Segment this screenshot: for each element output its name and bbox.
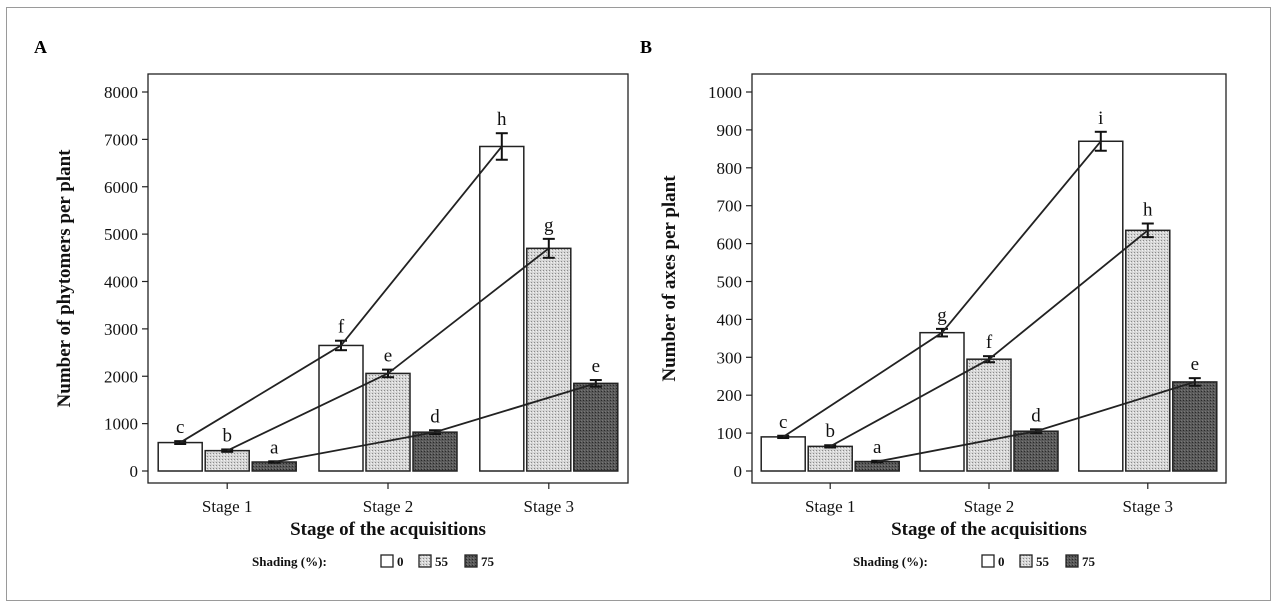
series-line: [179, 145, 503, 444]
chart-panel-b: B 0 100 200 300 400 500 600 700 800 900 1000 Stage 1…: [640, 37, 1227, 569]
legend-label: 0: [397, 554, 404, 569]
y-tick-label: 0: [734, 462, 743, 481]
bar: [760, 436, 806, 472]
legend-swatch: [981, 554, 995, 568]
chart-panel-a: A 0 1000 2000 3000 4000 5000 6000 7000 8000 Stage …: [34, 37, 629, 569]
y-axis-title: Number of phytomers per plant: [54, 149, 75, 408]
x-tick-label: Stage 2: [363, 497, 414, 516]
legend-label: 55: [1036, 554, 1050, 569]
bar: [807, 445, 853, 472]
y-tick-label: 800: [717, 159, 743, 178]
x-tick-label: Stage 3: [524, 497, 575, 516]
series-line: [829, 229, 1149, 448]
legend-swatch: [380, 554, 394, 568]
y-tick-label: 3000: [104, 320, 138, 339]
significance-letter: f: [338, 317, 345, 338]
panel-letter: B: [640, 37, 652, 57]
bar: [365, 372, 411, 472]
legend-label: 55: [435, 554, 449, 569]
x-tick-label: Stage 1: [805, 497, 856, 516]
panel-letter: A: [34, 37, 47, 57]
significance-letter: h: [497, 109, 507, 130]
y-tick-label: 600: [717, 235, 743, 254]
legend-title: Shading (%):: [252, 554, 327, 569]
series-line: [782, 140, 1102, 438]
y-tick-label: 6000: [104, 178, 138, 197]
bar: [526, 247, 572, 472]
significance-letter: c: [176, 417, 184, 438]
bar: [1013, 430, 1059, 472]
y-tick-label: 700: [717, 197, 743, 216]
bar: [204, 449, 250, 472]
y-tick-label: 0: [130, 462, 139, 481]
bar: [1125, 229, 1171, 472]
bar: [919, 331, 965, 472]
legend: Shading (%): 0 55 75: [853, 554, 1096, 569]
y-tick-label: 400: [717, 310, 743, 329]
significance-letter: f: [986, 332, 993, 353]
significance-letter: i: [1098, 108, 1103, 129]
legend: Shading (%): 0 55 75: [252, 554, 495, 569]
y-tick-label: 4000: [104, 273, 138, 292]
x-tick-label: Stage 2: [964, 497, 1015, 516]
bar: [157, 441, 203, 472]
legend-swatch: [464, 554, 478, 568]
series-line: [226, 247, 550, 452]
legend-swatch: [1019, 554, 1033, 568]
significance-letter: e: [1191, 354, 1199, 375]
bar: [573, 382, 619, 472]
bar: [1078, 140, 1124, 472]
significance-letter: g: [937, 305, 947, 326]
x-tick-label: Stage 1: [202, 497, 253, 516]
series-line: [877, 381, 1196, 463]
y-tick-label: 200: [717, 386, 743, 405]
y-tick-label: 1000: [104, 415, 138, 434]
significance-letter: b: [825, 421, 835, 442]
bar: [479, 145, 525, 472]
significance-letter: g: [544, 215, 554, 236]
legend-label: 0: [998, 554, 1005, 569]
legend-label: 75: [1082, 554, 1096, 569]
x-axis-title: Stage of the acquisitions: [891, 519, 1087, 540]
significance-letter: d: [430, 406, 440, 427]
y-axis-title: Number of axes per plant: [659, 175, 680, 382]
y-tick-label: 900: [717, 121, 743, 140]
bar: [966, 358, 1012, 472]
y-tick-label: 300: [717, 348, 743, 367]
legend-title: Shading (%):: [853, 554, 928, 569]
significance-letter: h: [1143, 200, 1153, 221]
significance-letter: e: [384, 346, 392, 367]
y-tick-label: 500: [717, 273, 743, 292]
significance-letter: b: [222, 425, 232, 446]
legend-label: 75: [481, 554, 495, 569]
x-tick-label: Stage 3: [1123, 497, 1174, 516]
y-tick-label: 2000: [104, 367, 138, 386]
significance-letter: c: [779, 412, 787, 433]
significance-letter: e: [592, 356, 600, 377]
x-axis-title: Stage of the acquisitions: [290, 519, 486, 540]
y-tick-label: 100: [717, 424, 743, 443]
bar: [412, 431, 458, 472]
y-tick-label: 5000: [104, 225, 138, 244]
significance-letter: d: [1031, 405, 1041, 426]
significance-letter: a: [270, 437, 279, 458]
y-tick-label: 8000: [104, 83, 138, 102]
figure-frame: [6, 7, 1271, 601]
series-line: [274, 382, 597, 463]
y-tick-label: 1000: [708, 83, 742, 102]
significance-letter: a: [873, 437, 882, 458]
legend-swatch: [1065, 554, 1079, 568]
legend-swatch: [418, 554, 432, 568]
bar: [1172, 381, 1218, 472]
y-tick-label: 7000: [104, 130, 138, 149]
